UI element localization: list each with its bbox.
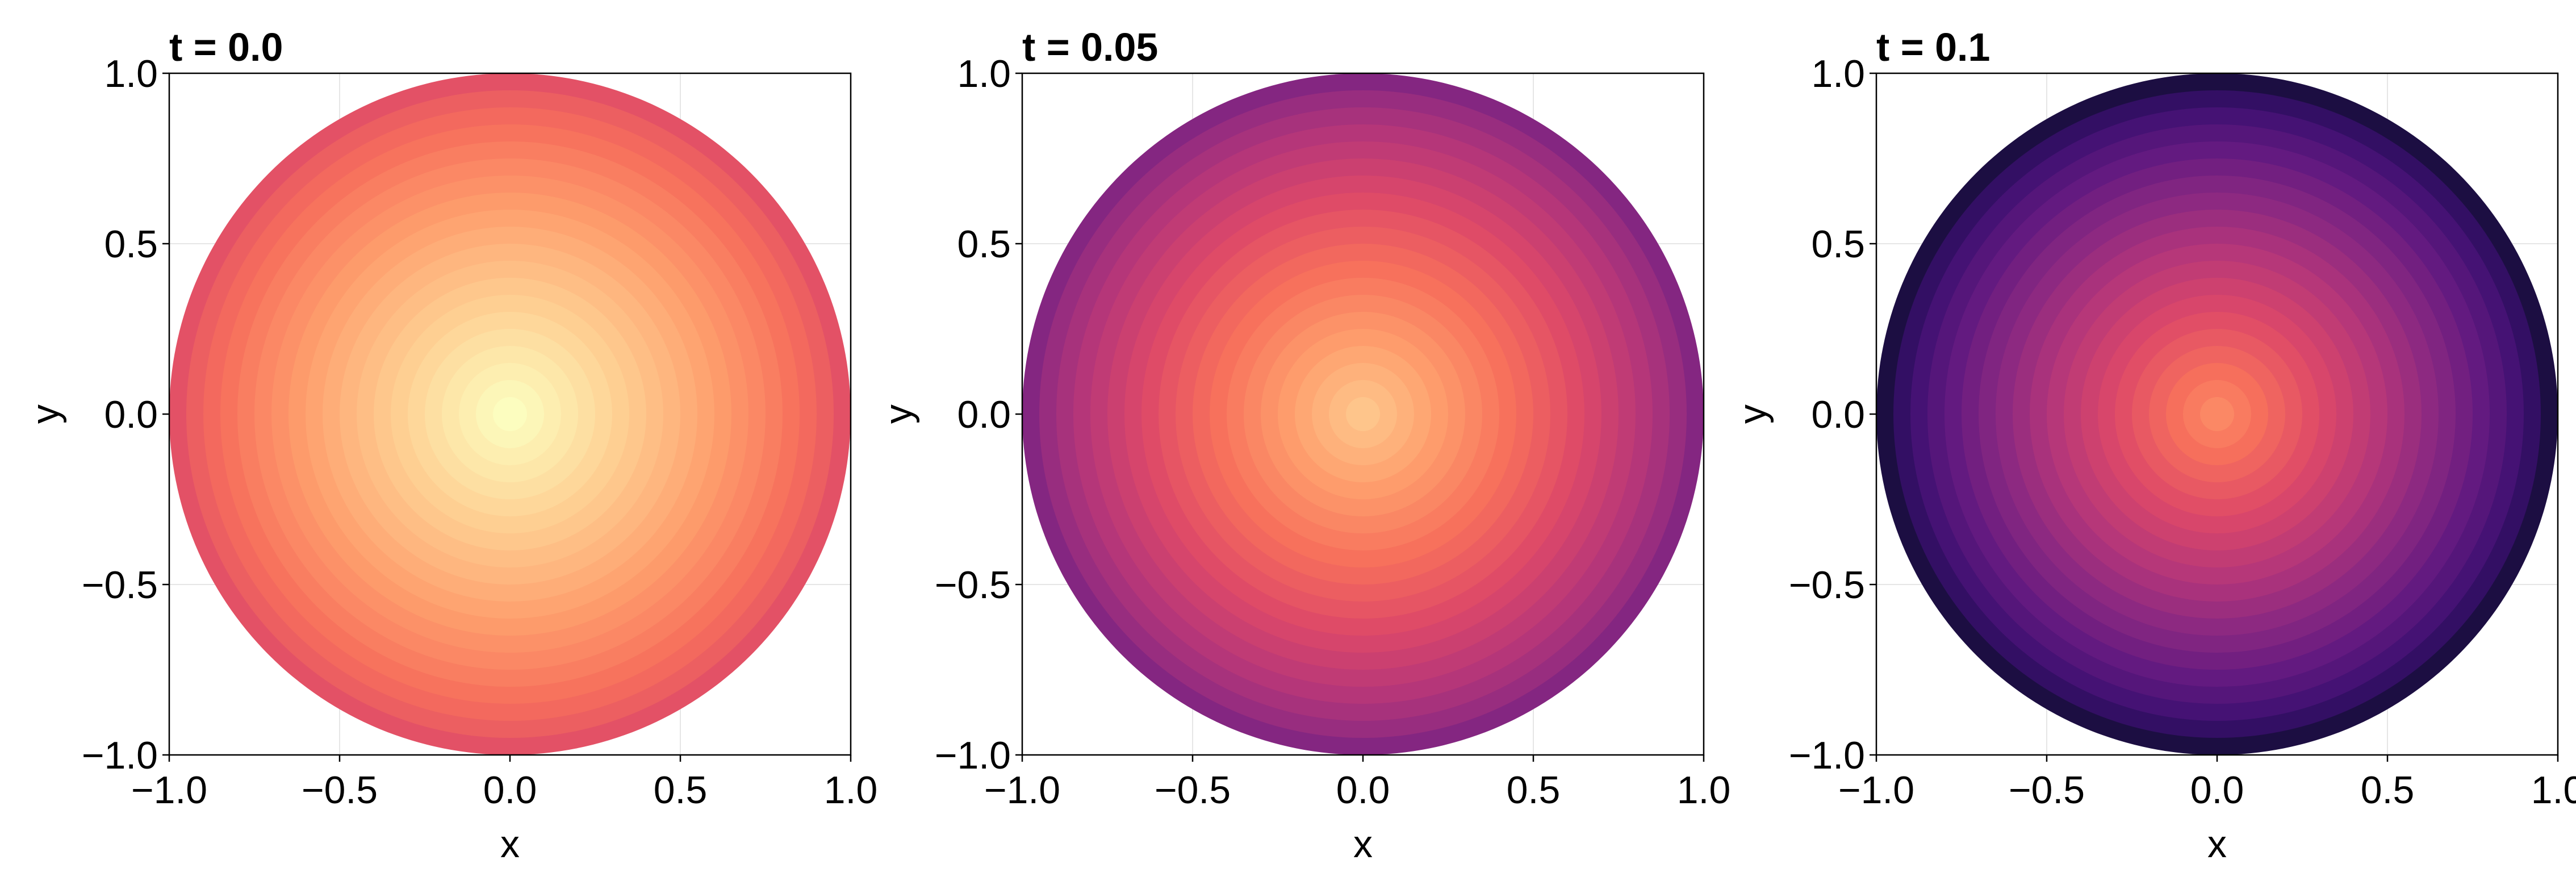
y-tick-label: 0.5: [1811, 223, 1865, 266]
x-tick-label: 0.0: [1336, 769, 1390, 812]
ticks: −1.0 −0.5 0.0 0.5 1.0 −1.0 −0.5 0.0 0.5 1.0: [935, 52, 1731, 812]
y-tick-label: 0.5: [957, 223, 1011, 266]
panel-2: −1.0 −0.5 0.0 0.5 1.0 −1.0 −0.5 0.0 0.5 1.0 x y t = …: [877, 25, 1730, 866]
y-axis-label: y: [1731, 404, 1774, 424]
panel-title: t = 0.0: [169, 25, 283, 69]
y-tick-label: −1.0: [1789, 734, 1865, 777]
contour-band: [2200, 397, 2234, 431]
x-tick-label: −1.0: [131, 769, 207, 812]
x-tick-label: 0.0: [483, 769, 537, 812]
x-axis-label: x: [500, 823, 520, 866]
x-tick-label: 0.5: [2361, 769, 2415, 812]
contour-bands: [1876, 73, 2558, 755]
y-tick-label: −1.0: [935, 734, 1011, 777]
x-axis-label: x: [2207, 823, 2227, 866]
x-tick-label: −1.0: [1838, 769, 1914, 812]
x-tick-label: 0.5: [1507, 769, 1561, 812]
y-tick-label: 1.0: [104, 52, 158, 95]
y-tick-label: 0.0: [1811, 393, 1865, 436]
x-axis-label: x: [1353, 823, 1373, 866]
y-tick-label: 0.0: [957, 393, 1011, 436]
x-tick-label: −0.5: [2009, 769, 2085, 812]
x-tick-label: 1.0: [824, 769, 878, 812]
y-tick-label: −0.5: [1789, 563, 1865, 607]
y-tick-label: 0.0: [104, 393, 158, 436]
contour-band: [493, 397, 527, 431]
y-axis-label: y: [877, 404, 920, 424]
panel-title: t = 0.1: [1876, 25, 1990, 69]
y-tick-label: 1.0: [957, 52, 1011, 95]
y-tick-label: −0.5: [82, 563, 158, 607]
x-tick-label: 0.5: [654, 769, 708, 812]
ticks: −1.0 −0.5 0.0 0.5 1.0 −1.0 −0.5 0.0 0.5 1.0: [1789, 52, 2576, 812]
x-tick-label: 0.0: [2190, 769, 2244, 812]
x-tick-label: 1.0: [2531, 769, 2576, 812]
panel-1: −1.0 −0.5 0.0 0.5 1.0 −1.0 −0.5 0.0 0.5 1.0 x y t = …: [24, 25, 877, 866]
contour-bands: [169, 73, 851, 755]
contour-bands: [1022, 73, 1704, 755]
y-tick-label: 1.0: [1811, 52, 1865, 95]
x-tick-label: −1.0: [984, 769, 1060, 812]
y-tick-label: −1.0: [82, 734, 158, 777]
x-tick-label: 1.0: [1677, 769, 1731, 812]
y-tick-label: −0.5: [935, 563, 1011, 607]
x-tick-label: −0.5: [1155, 769, 1231, 812]
y-tick-label: 0.5: [104, 223, 158, 266]
panel-title: t = 0.05: [1022, 25, 1158, 69]
y-axis-label: y: [24, 404, 67, 424]
ticks: −1.0 −0.5 0.0 0.5 1.0 −1.0 −0.5 0.0 0.5 1.0: [82, 52, 878, 812]
contour-band: [1346, 397, 1380, 431]
x-tick-label: −0.5: [302, 769, 378, 812]
panel-3: −1.0 −0.5 0.0 0.5 1.0 −1.0 −0.5 0.0 0.5 1.0 x y t = …: [1731, 25, 2576, 866]
